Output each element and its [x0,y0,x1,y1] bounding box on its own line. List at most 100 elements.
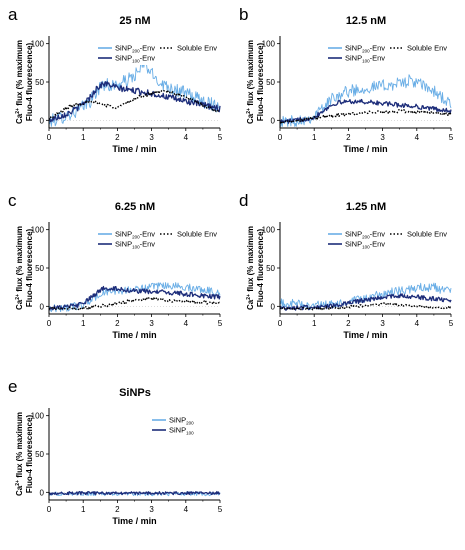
x-tick-label: 5 [218,505,223,514]
legend-label: Soluble Env [407,44,447,53]
x-tick-label: 4 [184,319,189,328]
x-tick-label: 5 [218,319,223,328]
legend-label: SiNP100-Env [345,240,385,250]
x-tick-label: 0 [47,319,52,328]
legend-background [150,413,222,437]
legend-label: SiNP100-Env [115,240,155,250]
legend-label: Soluble Env [177,44,217,53]
panel-letter: c [8,191,17,210]
series-line-sinp100 [48,490,221,496]
panel-title: 1.25 nM [346,201,386,213]
x-tick-label: 1 [312,319,317,328]
panel-title: 12.5 nM [346,15,386,27]
y-tick-label: 100 [31,412,45,421]
x-tick-label: 4 [184,505,189,514]
x-tick-label: 3 [149,319,154,328]
y-tick-label: 100 [262,226,276,235]
y-tick-label: 0 [271,302,276,311]
legend-background [326,227,452,251]
legend-label: SiNP200-Env [345,230,385,240]
x-tick-label: 4 [184,133,189,142]
legend-label: SiNP200-Env [345,44,385,54]
y-axis-label-line2: Fluo-4 fluorescence) [25,415,34,494]
panel-letter: a [8,5,18,24]
x-tick-label: 2 [346,319,351,328]
legend-label: SiNP100 [169,426,194,436]
legend-label: SiNP100-Env [345,54,385,64]
x-tick-label: 3 [380,319,385,328]
series-line-sinp200-env [280,74,452,127]
legend-label: SiNP100-Env [115,54,155,64]
y-tick-label: 50 [266,264,275,273]
panel-title: 6.25 nM [115,201,155,213]
y-tick-label: 50 [35,78,44,87]
y-tick-label: 100 [31,226,45,235]
x-tick-label: 2 [115,319,120,328]
x-axis-label: Time / min [343,144,387,154]
legend-background [326,41,452,65]
y-axis-label-line1: Ca2+ flux (% maximum [15,412,24,496]
x-tick-label: 4 [415,133,420,142]
x-tick-label: 2 [115,505,120,514]
x-tick-label: 3 [380,133,385,142]
y-tick-label: 50 [266,78,275,87]
y-axis-label-line2: Fluo-4 fluorescence) [25,43,34,122]
legend-label: SiNP200-Env [115,230,155,240]
series-line-sinp200-env [279,282,452,311]
x-tick-label: 1 [81,133,86,142]
x-tick-label: 5 [449,133,454,142]
x-tick-label: 0 [278,319,283,328]
series-line-soluble-env [48,89,221,121]
legend-label: SiNP200 [169,416,194,426]
x-tick-label: 2 [115,133,120,142]
x-tick-label: 5 [449,319,454,328]
legend-label: Soluble Env [177,230,217,239]
series-line-soluble-env [279,109,452,124]
x-tick-label: 0 [47,133,52,142]
x-tick-label: 1 [312,133,317,142]
legend-label: SiNP200-Env [115,44,155,54]
x-tick-label: 0 [47,505,52,514]
x-axis-label: Time / min [343,330,387,340]
series-line-sinp200-env [48,282,221,313]
legend-background [96,227,222,251]
y-tick-label: 100 [262,40,276,49]
series-line-soluble-env [279,302,452,311]
y-axis-label-line2: Fluo-4 fluorescence) [256,43,265,122]
x-axis-label: Time / min [112,516,156,526]
y-tick-label: 100 [31,40,45,49]
series-line-sinp100-env [48,285,221,311]
y-axis-label-line1: Ca2+ flux (% maximum [15,40,24,124]
x-tick-label: 0 [278,133,283,142]
x-tick-label: 3 [149,133,154,142]
x-tick-label: 1 [81,319,86,328]
y-tick-label: 0 [40,302,45,311]
y-tick-label: 0 [40,116,45,125]
panel-title: 25 nM [119,15,150,27]
y-axis-label-line1: Ca2+ flux (% maximum [246,226,255,310]
panel-letter: e [8,377,17,396]
series-line-soluble-env [48,296,221,311]
legend-label: Soluble Env [407,230,447,239]
x-tick-label: 3 [149,505,154,514]
y-axis-label-line1: Ca2+ flux (% maximum [15,226,24,310]
x-axis-label: Time / min [112,330,156,340]
x-axis-label: Time / min [112,144,156,154]
x-tick-label: 4 [415,319,420,328]
panel-letter: b [239,5,248,24]
panel-title: SiNPs [119,387,151,399]
series-line-sinp100-env [48,81,221,123]
y-tick-label: 50 [35,264,44,273]
series-line-sinp100-env [279,98,452,125]
y-tick-label: 0 [40,488,45,497]
